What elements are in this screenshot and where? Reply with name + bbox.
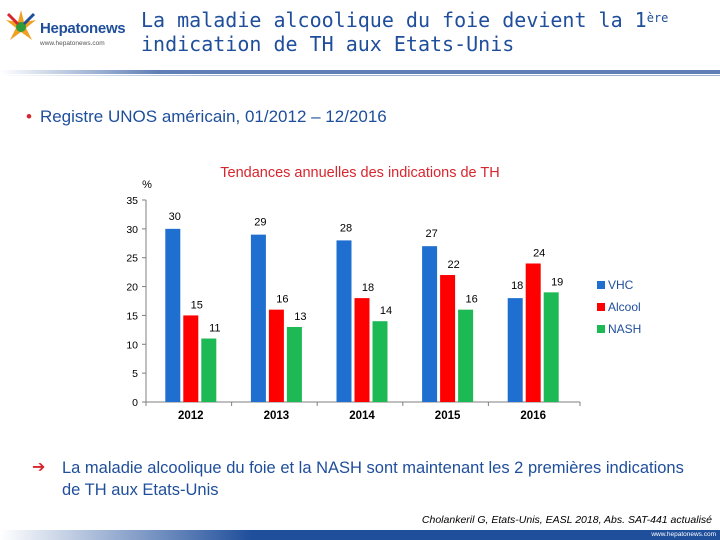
y-tick-label: 30 bbox=[126, 224, 138, 236]
data-label: 18 bbox=[511, 280, 523, 292]
bar-vhc-2015 bbox=[422, 246, 438, 402]
logo-url: www.hepatonews.com bbox=[40, 40, 105, 47]
bar-vhc-2016 bbox=[507, 298, 523, 402]
bar-alcool-2015 bbox=[440, 275, 456, 402]
chart-title: Tendances annuelles des indications de T… bbox=[220, 165, 499, 181]
x-tick-label: 2015 bbox=[435, 410, 461, 422]
footer-url: www.hepatonews.com bbox=[651, 531, 716, 538]
x-tick-label: 2016 bbox=[520, 410, 546, 422]
legend-label: VHC bbox=[608, 278, 634, 292]
bar-alcool-2012 bbox=[183, 315, 199, 402]
y-tick-label: 0 bbox=[132, 397, 138, 409]
y-tick-label: 35 bbox=[126, 195, 138, 207]
hepatonews-logo: Hepatonews www.hepatonews.com bbox=[4, 8, 130, 54]
bar-alcool-2016 bbox=[525, 263, 541, 402]
bar-nash-2013 bbox=[286, 326, 302, 402]
data-label: 19 bbox=[551, 276, 563, 288]
bar-nash-2014 bbox=[372, 321, 388, 402]
x-tick-label: 2013 bbox=[264, 410, 290, 422]
bar-nash-2016 bbox=[543, 292, 559, 402]
bullet-text: Registre UNOS américain, 01/2012 – 12/20… bbox=[39, 107, 387, 126]
data-label: 28 bbox=[340, 222, 352, 234]
data-label: 14 bbox=[380, 305, 392, 317]
arrow-right-icon: ➔ bbox=[32, 459, 46, 476]
data-label: 22 bbox=[447, 259, 459, 271]
citation: Cholankeril G, Etats-Unis, EASL 2018, Ab… bbox=[421, 514, 712, 526]
footer-bar bbox=[0, 530, 720, 540]
conclusion-text: La maladie alcoolique du foie et la NASH… bbox=[62, 459, 684, 499]
legend-swatch-alcool bbox=[597, 303, 605, 311]
y-tick-label: 10 bbox=[126, 339, 138, 351]
legend-swatch-nash bbox=[597, 325, 605, 333]
bullet-dot-icon: • bbox=[26, 107, 32, 126]
bar-nash-2015 bbox=[458, 309, 474, 402]
bar-vhc-2012 bbox=[165, 228, 181, 402]
data-label: 15 bbox=[191, 299, 203, 311]
data-label: 30 bbox=[169, 211, 181, 223]
y-tick-label: 25 bbox=[126, 253, 138, 265]
y-axis-label: % bbox=[142, 179, 152, 191]
data-label: 29 bbox=[254, 217, 266, 229]
bar-chart: Tendances annuelles des indications de T… bbox=[126, 165, 641, 422]
data-label: 16 bbox=[276, 294, 288, 306]
bar-vhc-2013 bbox=[250, 234, 266, 402]
bar-alcool-2014 bbox=[354, 298, 370, 402]
bar-vhc-2014 bbox=[336, 240, 352, 402]
title-line2: indication de TH aux Etats-Unis bbox=[141, 32, 515, 56]
bar-alcool-2013 bbox=[268, 309, 284, 402]
bullet-registry: • Registre UNOS américain, 01/2012 – 12/2… bbox=[26, 107, 387, 127]
logo-star-icon bbox=[6, 10, 36, 40]
logo-name: Hepatonews bbox=[40, 20, 126, 37]
title-superscript: ère bbox=[646, 11, 669, 25]
page-title: La maladie alcoolique du foie devient la… bbox=[141, 8, 668, 56]
data-label: 24 bbox=[533, 247, 545, 259]
x-tick-label: 2012 bbox=[178, 410, 204, 422]
data-label: 13 bbox=[294, 311, 306, 323]
conclusion: ➔ La maladie alcoolique du foie et la NA… bbox=[32, 457, 692, 501]
y-tick-label: 20 bbox=[126, 282, 138, 294]
data-label: 18 bbox=[362, 282, 374, 294]
legend-label: NASH bbox=[608, 322, 641, 336]
data-label: 27 bbox=[425, 228, 437, 240]
x-tick-label: 2014 bbox=[349, 410, 375, 422]
title-divider-thin bbox=[0, 75, 720, 76]
legend-label: Alcool bbox=[608, 300, 641, 314]
bar-nash-2012 bbox=[201, 338, 217, 402]
title-divider bbox=[0, 70, 720, 74]
legend-swatch-vhc bbox=[597, 281, 605, 289]
data-label: 11 bbox=[209, 323, 220, 335]
y-tick-label: 5 bbox=[132, 368, 138, 380]
title-line1: La maladie alcoolique du foie devient la… bbox=[141, 8, 647, 32]
data-label: 16 bbox=[465, 294, 477, 306]
y-tick-label: 15 bbox=[126, 310, 138, 322]
